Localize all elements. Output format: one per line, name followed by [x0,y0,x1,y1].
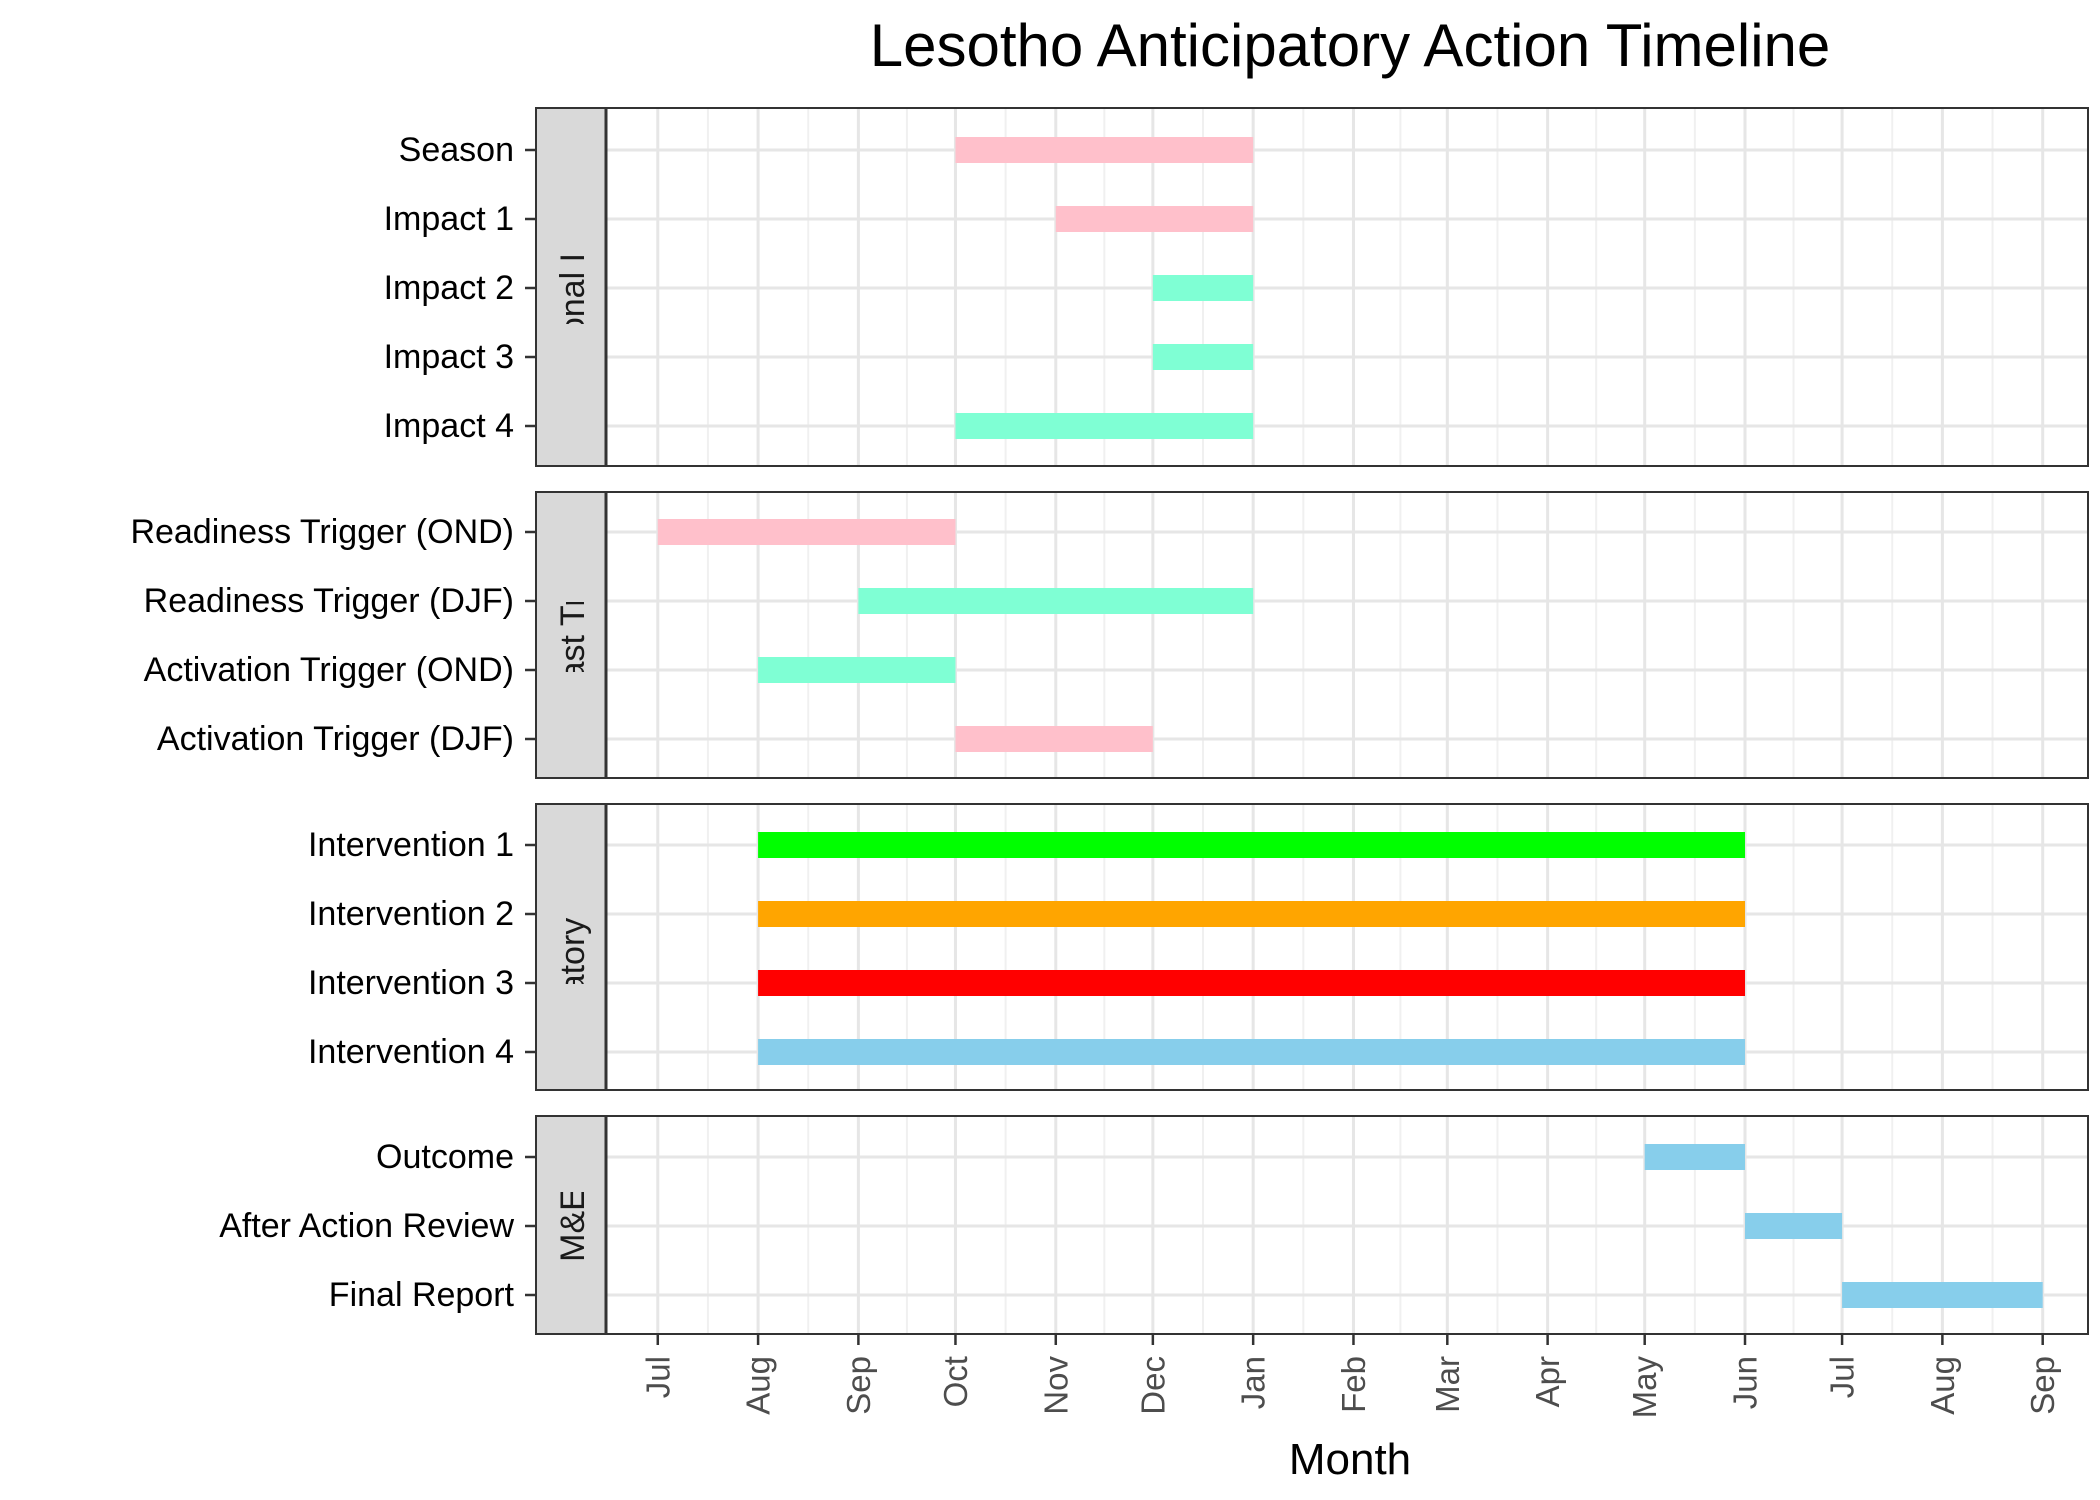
facet-label: Forecast Triggers [554,503,592,768]
x-tick-label: Aug [1924,1356,1961,1415]
facet-label: Anticipatory Actions [554,799,592,1096]
facet-label: M&E [554,1188,592,1262]
facet-label: Seasonal Impact [554,160,592,414]
y-tick-label: Intervention 4 [308,1033,514,1071]
y-tick-label: Impact 2 [384,269,514,307]
x-tick-label: Oct [937,1356,974,1407]
y-tick-label: Outcome [376,1138,514,1176]
bar-impact-3 [1152,344,1254,370]
grid-lines [606,1116,2088,1334]
y-tick-label: Impact 4 [384,407,514,445]
x-tick-label: Dec [1134,1356,1171,1415]
panel-seasonal-impact: Seasonal Impact Season Impact 1 Impact 2 Imp… [384,107,2089,467]
x-tick-label: Jul [1824,1356,1861,1398]
bar-intervention-4 [758,1039,1746,1065]
x-tick-label: Jun [1727,1356,1764,1409]
grid-lines [606,108,2088,466]
bar-activation-trigger-ond [758,657,956,683]
x-tick-label: Sep [2024,1356,2061,1415]
chart-panels: Seasonal Impact Season Impact 1 Impact 2 Imp… [130,107,2089,1335]
y-tick-label: Intervention 2 [308,895,514,933]
bar-intervention-2 [758,901,1746,927]
x-tick-label: Sep [840,1356,877,1415]
bar-impact-4 [955,413,1254,439]
x-axis-title: Month [1289,1435,1411,1484]
bar-impact-1 [1055,206,1254,232]
y-tick-label: Activation Trigger (OND) [144,651,514,689]
panel-anticipatory-actions: Anticipatory Actions Intervention 1 Interv… [308,799,2089,1096]
y-tick-label: Activation Trigger (DJF) [157,720,514,758]
bar-final-report [1842,1282,2043,1308]
bar-season [955,137,1254,163]
bar-activation-trigger-djf [955,726,1153,752]
x-tick-label: Jan [1235,1356,1272,1409]
facet-strip [535,107,607,467]
y-tick-label: Readiness Trigger (DJF) [144,582,514,620]
bar-readiness-trigger-ond [657,519,956,545]
y-tick-label: After Action Review [219,1207,514,1245]
x-tick-label: Apr [1529,1356,1566,1407]
bar-impact-2 [1152,275,1254,301]
x-tick-label: Jul [639,1356,676,1398]
y-tick-label: Final Report [329,1276,515,1314]
y-tick-label: Intervention 3 [308,964,514,1002]
x-tick-label: May [1626,1356,1663,1419]
chart-title: Lesotho Anticipatory Action Timeline [870,12,1831,79]
x-tick-label: Feb [1335,1356,1372,1413]
y-tick-label: Readiness Trigger (OND) [130,513,514,551]
y-tick-label: Intervention 1 [308,826,514,864]
y-tick-label: Season [399,131,514,169]
panel-m-e: M&E Outcome After Action Review Final Repor… [219,1115,2089,1335]
bar-intervention-1 [758,832,1746,858]
bar-intervention-3 [758,970,1746,996]
bar-readiness-trigger-djf [858,588,1254,614]
y-tick-label: Impact 1 [384,200,514,238]
x-axis: Jul Aug Sep Oct Nov Dec Jan Feb Mar Apr May Jun Jul A… [639,1334,2061,1418]
x-tick-label: Aug [740,1356,777,1415]
panel-forecast-triggers: Forecast Triggers Readiness Trigger (OND)… [130,491,2089,779]
facet-strip [535,491,607,779]
y-tick-label: Impact 3 [384,338,514,376]
bar-outcome [1644,1144,1746,1170]
x-tick-label: Nov [1037,1356,1074,1415]
bar-after-action-review [1745,1213,1843,1239]
x-tick-label: Mar [1429,1356,1466,1413]
